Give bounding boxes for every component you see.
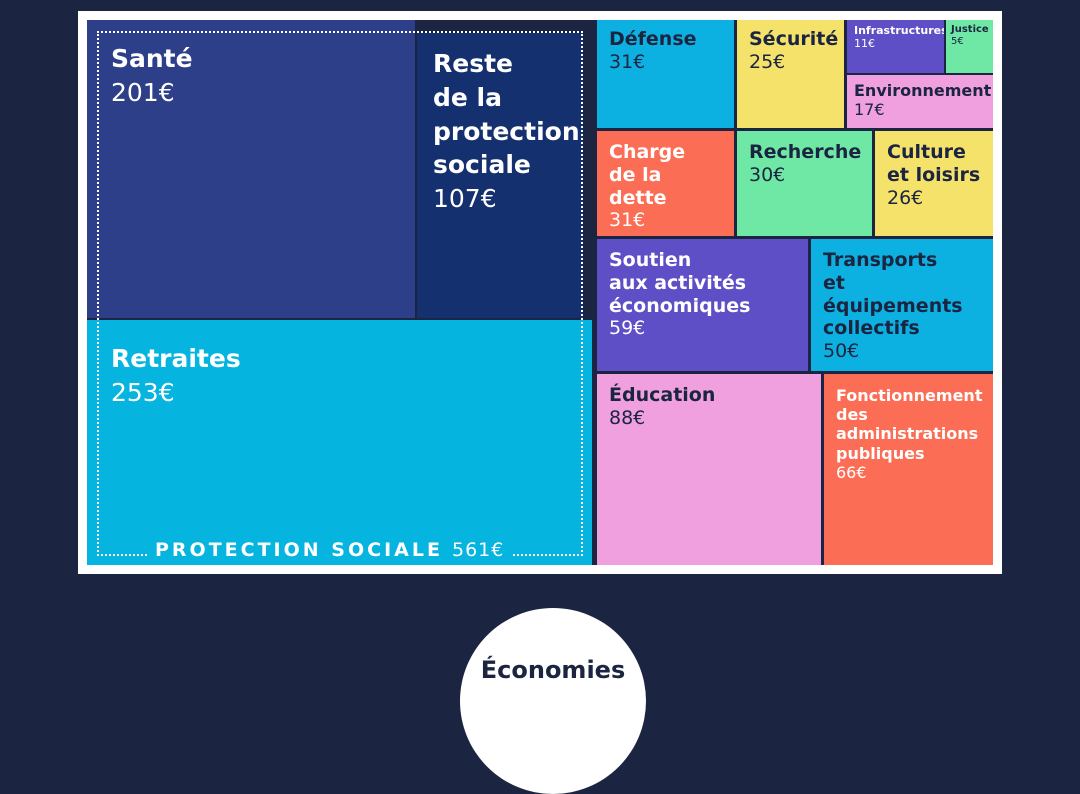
tile-charge-dette-label: Charge de la dette bbox=[609, 141, 686, 209]
tile-infrastructures-label: Infrastructures bbox=[854, 24, 944, 37]
tile-infrastructures-value: 11€ bbox=[854, 37, 875, 51]
tile-transports: Transports et équipements collectifs 50€ bbox=[811, 239, 993, 371]
tile-fonctionnement-label: Fonctionnement des administrations publi… bbox=[836, 386, 983, 463]
tile-defense-value: 31€ bbox=[609, 50, 646, 73]
group-title: PROTECTION SOCIALE bbox=[155, 539, 443, 561]
tile-retraites: Retraites 253€ bbox=[87, 320, 592, 565]
tile-fonctionnement-value: 66€ bbox=[836, 462, 867, 482]
tile-culture-value: 26€ bbox=[887, 186, 924, 209]
tile-justice-label: Justice bbox=[951, 24, 989, 35]
tile-infrastructures: Infrastructures 11€ bbox=[847, 20, 944, 73]
tile-retraites-label: Retraites bbox=[111, 344, 241, 373]
tile-justice-value: 5€ bbox=[951, 36, 964, 47]
tile-recherche-value: 30€ bbox=[749, 163, 786, 186]
tile-recherche-label: Recherche bbox=[749, 141, 862, 163]
tile-environnement-value: 17€ bbox=[854, 100, 885, 120]
tile-education: Éducation 88€ bbox=[597, 374, 821, 565]
tile-securite-value: 25€ bbox=[749, 50, 786, 73]
tile-environnement-label: Environnement bbox=[854, 81, 992, 100]
tile-soutien-activites: Soutien aux activités économiques 59€ bbox=[597, 239, 808, 371]
tile-sante-value: 201€ bbox=[111, 77, 175, 107]
tile-reste-label: Reste de la protection sociale bbox=[433, 49, 580, 180]
tile-culture-label: Culture et loisirs bbox=[887, 141, 981, 186]
tile-culture-loisirs: Culture et loisirs 26€ bbox=[875, 131, 993, 236]
tile-defense: Défense 31€ bbox=[597, 20, 734, 128]
economies-bubble-label: Économies bbox=[480, 656, 626, 684]
tile-sante-label: Santé bbox=[111, 44, 193, 73]
tile-education-value: 88€ bbox=[609, 406, 646, 429]
protection-sociale-group-label: PROTECTION SOCIALE 561€ bbox=[147, 538, 513, 562]
tile-charge-dette: Charge de la dette 31€ bbox=[597, 131, 734, 236]
tile-reste-value: 107€ bbox=[433, 184, 497, 213]
tile-fonctionnement: Fonctionnement des administrations publi… bbox=[824, 374, 993, 565]
tile-transports-label: Transports et équipements collectifs bbox=[823, 249, 963, 340]
tile-securite-label: Sécurité bbox=[749, 28, 839, 50]
tile-justice: Justice 5€ bbox=[946, 20, 993, 73]
tile-environnement: Environnement 17€ bbox=[847, 75, 993, 128]
tile-retraites-value: 253€ bbox=[111, 377, 175, 407]
tile-charge-dette-value: 31€ bbox=[609, 209, 646, 232]
tile-sante: Santé 201€ bbox=[87, 20, 415, 318]
tile-education-label: Éducation bbox=[609, 384, 716, 406]
tile-soutien-label: Soutien aux activités économiques bbox=[609, 249, 751, 317]
group-value: 561€ bbox=[451, 539, 505, 561]
tile-recherche: Recherche 30€ bbox=[737, 131, 872, 236]
tile-reste-protection-sociale: Reste de la protection sociale 107€ bbox=[417, 33, 583, 318]
tile-transports-value: 50€ bbox=[823, 340, 860, 363]
tile-soutien-value: 59€ bbox=[609, 317, 646, 340]
tile-defense-label: Défense bbox=[609, 28, 697, 50]
tile-securite: Sécurité 25€ bbox=[737, 20, 844, 128]
economies-bubble: Économies bbox=[460, 608, 646, 794]
